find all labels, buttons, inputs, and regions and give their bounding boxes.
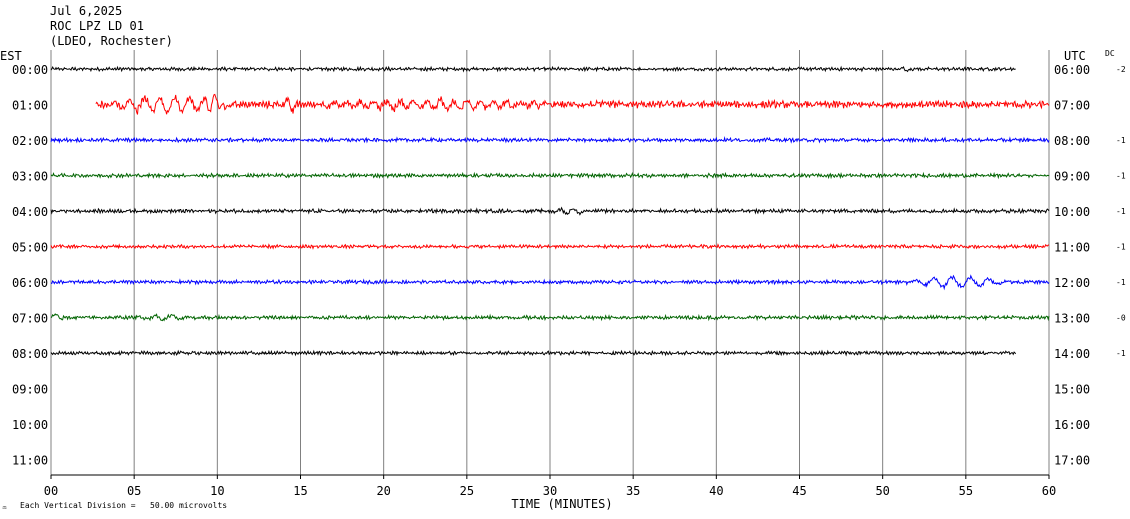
header-station: ROC LPZ LD 01 [50,19,144,33]
seismic-traces [50,65,1050,357]
trace-row [50,171,1050,180]
row-label-est: 09:00 [12,383,48,397]
row-label-est: 04:00 [12,205,48,219]
row-label-utc: 06:00 [1054,63,1090,77]
x-tick-label: 30 [543,484,557,498]
dc-header-label: DC [1105,49,1115,58]
row-dc-value: -1 [1116,172,1126,181]
x-tick-label: 50 [875,484,889,498]
row-label-utc: 11:00 [1054,241,1090,255]
row-label-est: 03:00 [12,170,48,184]
row-label-utc: 16:00 [1054,418,1090,432]
trace-row [50,242,1050,250]
row-label-est: 06:00 [12,276,48,290]
row-dc-value: -1 [1116,207,1126,216]
row-dc-value: -0 [1116,314,1126,323]
row-label-est: 11:00 [12,454,48,468]
row-label-utc: 10:00 [1054,205,1090,219]
x-tick-label: 00 [44,484,58,498]
x-tick-label: 60 [1042,484,1056,498]
x-tick-label: 55 [959,484,973,498]
trace-row [50,136,1050,144]
vertical-division-note: Each Vertical Division = 50.00 microvolt… [20,501,227,510]
trace-row [50,313,1050,322]
row-dc-value: -1 [1116,243,1126,252]
left-timezone-label: EST [0,49,22,63]
row-label-est: 07:00 [12,312,48,326]
row-label-utc: 13:00 [1054,312,1090,326]
trace-row [51,274,1050,291]
row-dc-value: -1 [1116,278,1126,287]
trace-row [95,93,1050,115]
row-label-utc: 08:00 [1054,134,1090,148]
header-date: Jul 6,2025 [50,4,122,18]
row-dc-value: -2 [1116,65,1126,74]
row-label-utc: 09:00 [1054,170,1090,184]
x-axis-label: TIME (MINUTES) [511,497,612,511]
x-tick-label: 45 [792,484,806,498]
trace-row [50,65,1016,73]
footer-mark: ♒ [2,503,7,512]
row-label-est: 08:00 [12,347,48,361]
grid-lines [50,50,1050,475]
row-dc-value: -1 [1116,136,1126,145]
row-label-utc: 14:00 [1054,347,1090,361]
row-label-utc: 12:00 [1054,276,1090,290]
trace-row [50,349,1017,357]
row-labels: 00:00 06:00 -2 01:00 07:00 02:00 08:00 -1 03:00 0… [12,63,1126,468]
x-tick-label: 15 [293,484,307,498]
x-tick-label: 25 [460,484,474,498]
x-axis: 00 05 10 15 20 25 30 35 40 45 50 55 60 [44,474,1056,498]
row-label-utc: 17:00 [1054,454,1090,468]
row-label-est: 10:00 [12,418,48,432]
x-tick-label: 10 [210,484,224,498]
row-label-est: 05:00 [12,241,48,255]
right-timezone-label: UTC [1064,49,1086,63]
x-tick-label: 20 [376,484,390,498]
trace-row [50,206,1050,216]
x-tick-label: 40 [709,484,723,498]
x-tick-label: 35 [626,484,640,498]
header-network: (LDEO, Rochester) [50,34,173,48]
row-label-est: 01:00 [12,99,48,113]
row-label-est: 02:00 [12,134,48,148]
row-dc-value: -1 [1116,349,1126,358]
x-tick-label: 05 [127,484,141,498]
row-label-utc: 15:00 [1054,383,1090,397]
row-label-est: 00:00 [12,63,48,77]
row-label-utc: 07:00 [1054,99,1090,113]
